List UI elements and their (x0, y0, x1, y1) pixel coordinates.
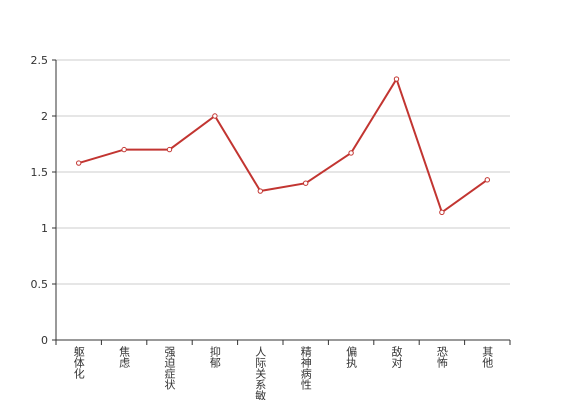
x-tick-label: 躯体化 (72, 346, 85, 380)
point (121, 146, 127, 153)
point (212, 113, 218, 119)
point (393, 76, 400, 82)
point (76, 160, 82, 166)
x-tick-label: 强迫症状 (163, 346, 176, 390)
x-tick-label: 抑郁 (208, 345, 221, 368)
point (348, 150, 354, 156)
y-tick-label: 1.5 (31, 166, 49, 179)
point (303, 180, 309, 186)
point (166, 146, 173, 153)
point (439, 209, 445, 216)
y-tick-label: 0 (41, 334, 48, 347)
y-tick-label: 2.5 (31, 54, 49, 67)
y-tick-label: 0.5 (31, 278, 49, 291)
x-tick-label: 恐怖 (435, 346, 448, 368)
y-tick-label: 1 (41, 222, 48, 235)
x-tick-label: 焦虑 (118, 346, 131, 368)
x-tick-label: 人际关系敏感 (254, 346, 267, 400)
point (484, 177, 490, 183)
x-tick-label: 敌对 (390, 345, 403, 368)
y-tick-label: 2 (41, 110, 48, 123)
x-tick-label: 精神病性 (299, 346, 312, 391)
point (257, 188, 263, 194)
x-tick-label: 偏执 (345, 345, 358, 369)
x-tick-label: 其他 (481, 346, 494, 368)
line (78, 76, 488, 214)
